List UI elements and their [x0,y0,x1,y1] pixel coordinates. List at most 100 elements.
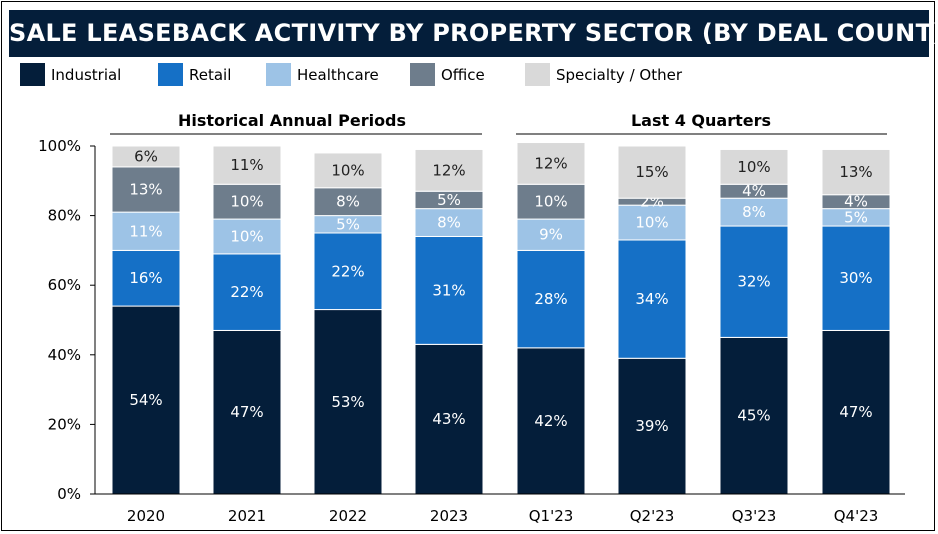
bar-segment-specialty-other [617,145,687,199]
bar-stack-2023: 43% 31% 8% 5% 12% [414,148,484,495]
chart-title: SALE LEASEBACK ACTIVITY BY PROPERTY SECT… [9,19,938,47]
y-tick-label: 40% [48,346,81,364]
data-label-office: 10% [534,193,567,211]
data-label-healthcare: 11% [129,222,162,240]
bar-stack-q3-23: 45% 32% 8% 4% 10% [719,148,789,495]
y-tick-label: 80% [48,207,81,225]
data-label-healthcare: 5% [844,208,868,226]
data-label-specialty-other: 12% [432,161,465,179]
bar-segment-industrial [212,329,282,495]
data-label-industrial: 53% [331,393,364,411]
data-label-specialty-other: 15% [635,163,668,181]
bar-segment-industrial [414,343,484,495]
data-label-healthcare: 10% [635,214,668,232]
x-tick-label: Q1'23 [529,507,574,525]
bar-segment-specialty-other [516,142,586,185]
data-label-healthcare: 5% [336,215,360,233]
legend-swatch-healthcare [266,63,291,86]
bar-segment-healthcare [719,197,789,227]
group-headers: Historical Annual Periods Last 4 Quarters [110,111,887,135]
data-label-industrial: 47% [839,403,872,421]
data-label-industrial: 47% [230,403,263,421]
data-label-healthcare: 10% [230,227,263,245]
data-label-industrial: 54% [129,391,162,409]
bar-segment-specialty-other [719,148,789,185]
legend-swatch-industrial [20,63,45,86]
data-label-specialty-other: 12% [534,154,567,172]
legend-swatch-office [410,63,435,86]
y-tick-label: 20% [48,415,81,433]
data-label-retail: 32% [737,273,770,291]
bar-segment-industrial [719,336,789,495]
group-header-historical-annual-periods: Historical Annual Periods [178,111,406,130]
y-tick-label: 60% [48,276,81,294]
data-label-specialty-other: 10% [737,158,770,176]
legend-label-office: Office [441,66,485,84]
legend: Industrial Retail Healthcare Office Specialt… [20,63,683,86]
y-tick-label: 100% [38,137,81,155]
bar-stack-2020: 54% 16% 11% 13% 6% [111,145,181,495]
bar-segment-specialty-other [212,145,282,185]
bar-segment-specialty-other [111,145,181,168]
data-label-office: 13% [129,181,162,199]
bar-segment-specialty-other [414,148,484,192]
x-tick-label: Q2'23 [630,507,675,525]
bar-stack-q1-23: 42% 28% 9% 10% 12% [516,142,586,495]
legend-label-specialty-other: Specialty / Other [556,66,683,84]
bar-segment-retail [313,232,383,311]
bar-stack-q2-23: 39%34%10%2%15% [617,145,687,495]
bar-segment-healthcare [617,204,687,241]
bar-segment-retail [414,235,484,345]
data-label-office: 5% [437,191,461,209]
data-label-office: 4% [844,193,868,211]
bar-segment-retail [617,239,687,359]
bar-segment-office [212,183,282,220]
legend-swatch-specialty-other [525,63,550,86]
x-axis: 2020 2021 2022 2023 Q1'23 Q2'23 Q3'23 Q4'23 [95,493,905,525]
bar-stack-2021: 47% 22% 10% 10% 11% [212,145,282,495]
bar-segment-specialty-other [313,152,383,189]
bar-segment-industrial [313,309,383,495]
y-tick-label: 0% [57,485,81,503]
bar-stack-q4-23: 47% 30% 5%4% 13% [821,148,891,495]
data-label-specialty-other: 11% [230,156,263,174]
bar-segment-office [516,183,586,220]
x-tick-label: 2022 [329,507,367,525]
data-label-healthcare: 8% [742,203,766,221]
data-label-healthcare: 8% [437,214,461,232]
data-label-retail: 22% [331,262,364,280]
bar-segment-office [313,187,383,217]
bar-segment-office [111,166,181,213]
data-label-retail: 28% [534,290,567,308]
legend-label-industrial: Industrial [51,66,121,84]
x-tick-label: Q3'23 [732,507,777,525]
data-label-office: 4% [742,182,766,200]
data-label-industrial: 39% [635,417,668,435]
data-label-industrial: 42% [534,412,567,430]
bars: 54% 16% 11% 13% 6% 47% 22% 10% 10% 11% 53% 22% 5% 8% 1… [111,142,891,495]
x-tick-label: 2021 [228,507,266,525]
legend-label-retail: Retail [189,66,231,84]
bar-segment-industrial [821,329,891,495]
data-label-industrial: 45% [737,407,770,425]
bar-segment-healthcare [516,218,586,251]
bar-stack-2022: 53% 22% 5% 8% 10% [313,152,383,495]
data-label-office: 10% [230,193,263,211]
data-label-retail: 30% [839,269,872,287]
legend-label-healthcare: Healthcare [297,66,379,84]
group-header-last-4-quarters: Last 4 Quarters [631,111,771,130]
bar-segment-retail [821,225,891,331]
data-label-healthcare: 9% [539,226,563,244]
legend-swatch-retail [158,63,183,86]
bar-segment-healthcare [414,208,484,237]
data-label-retail: 34% [635,290,668,308]
x-tick-label: 2023 [430,507,468,525]
data-label-industrial: 43% [432,410,465,428]
title-bar [9,10,929,57]
data-label-specialty-other: 10% [331,161,364,179]
bar-segment-retail [516,249,586,349]
data-label-retail: 22% [230,283,263,301]
data-label-specialty-other: 6% [134,147,158,165]
